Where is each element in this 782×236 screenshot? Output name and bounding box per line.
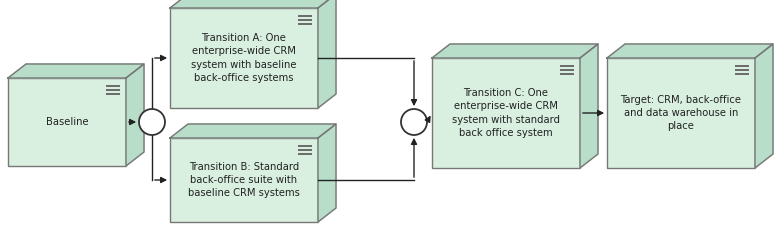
Bar <box>432 58 580 168</box>
Text: Transition B: Standard
back-office suite with
baseline CRM systems: Transition B: Standard back-office suite… <box>188 162 300 198</box>
Bar <box>8 78 126 166</box>
Bar <box>170 8 318 108</box>
Polygon shape <box>432 44 598 58</box>
Circle shape <box>401 109 427 135</box>
Polygon shape <box>580 44 598 168</box>
Text: Transition A: One
enterprise-wide CRM
system with baseline
back-office systems: Transition A: One enterprise-wide CRM sy… <box>192 33 296 83</box>
Circle shape <box>139 109 165 135</box>
Polygon shape <box>170 124 336 138</box>
Polygon shape <box>607 44 773 58</box>
Polygon shape <box>126 64 144 166</box>
Polygon shape <box>318 124 336 222</box>
Polygon shape <box>318 0 336 108</box>
Text: Target: CRM, back-office
and data warehouse in
place: Target: CRM, back-office and data wareho… <box>620 95 741 131</box>
Text: Transition C: One
enterprise-wide CRM
system with standard
back office system: Transition C: One enterprise-wide CRM sy… <box>452 88 560 138</box>
Bar <box>607 58 755 168</box>
Polygon shape <box>8 64 144 78</box>
Text: Baseline: Baseline <box>45 117 88 127</box>
Polygon shape <box>755 44 773 168</box>
Bar <box>170 138 318 222</box>
Polygon shape <box>170 0 336 8</box>
